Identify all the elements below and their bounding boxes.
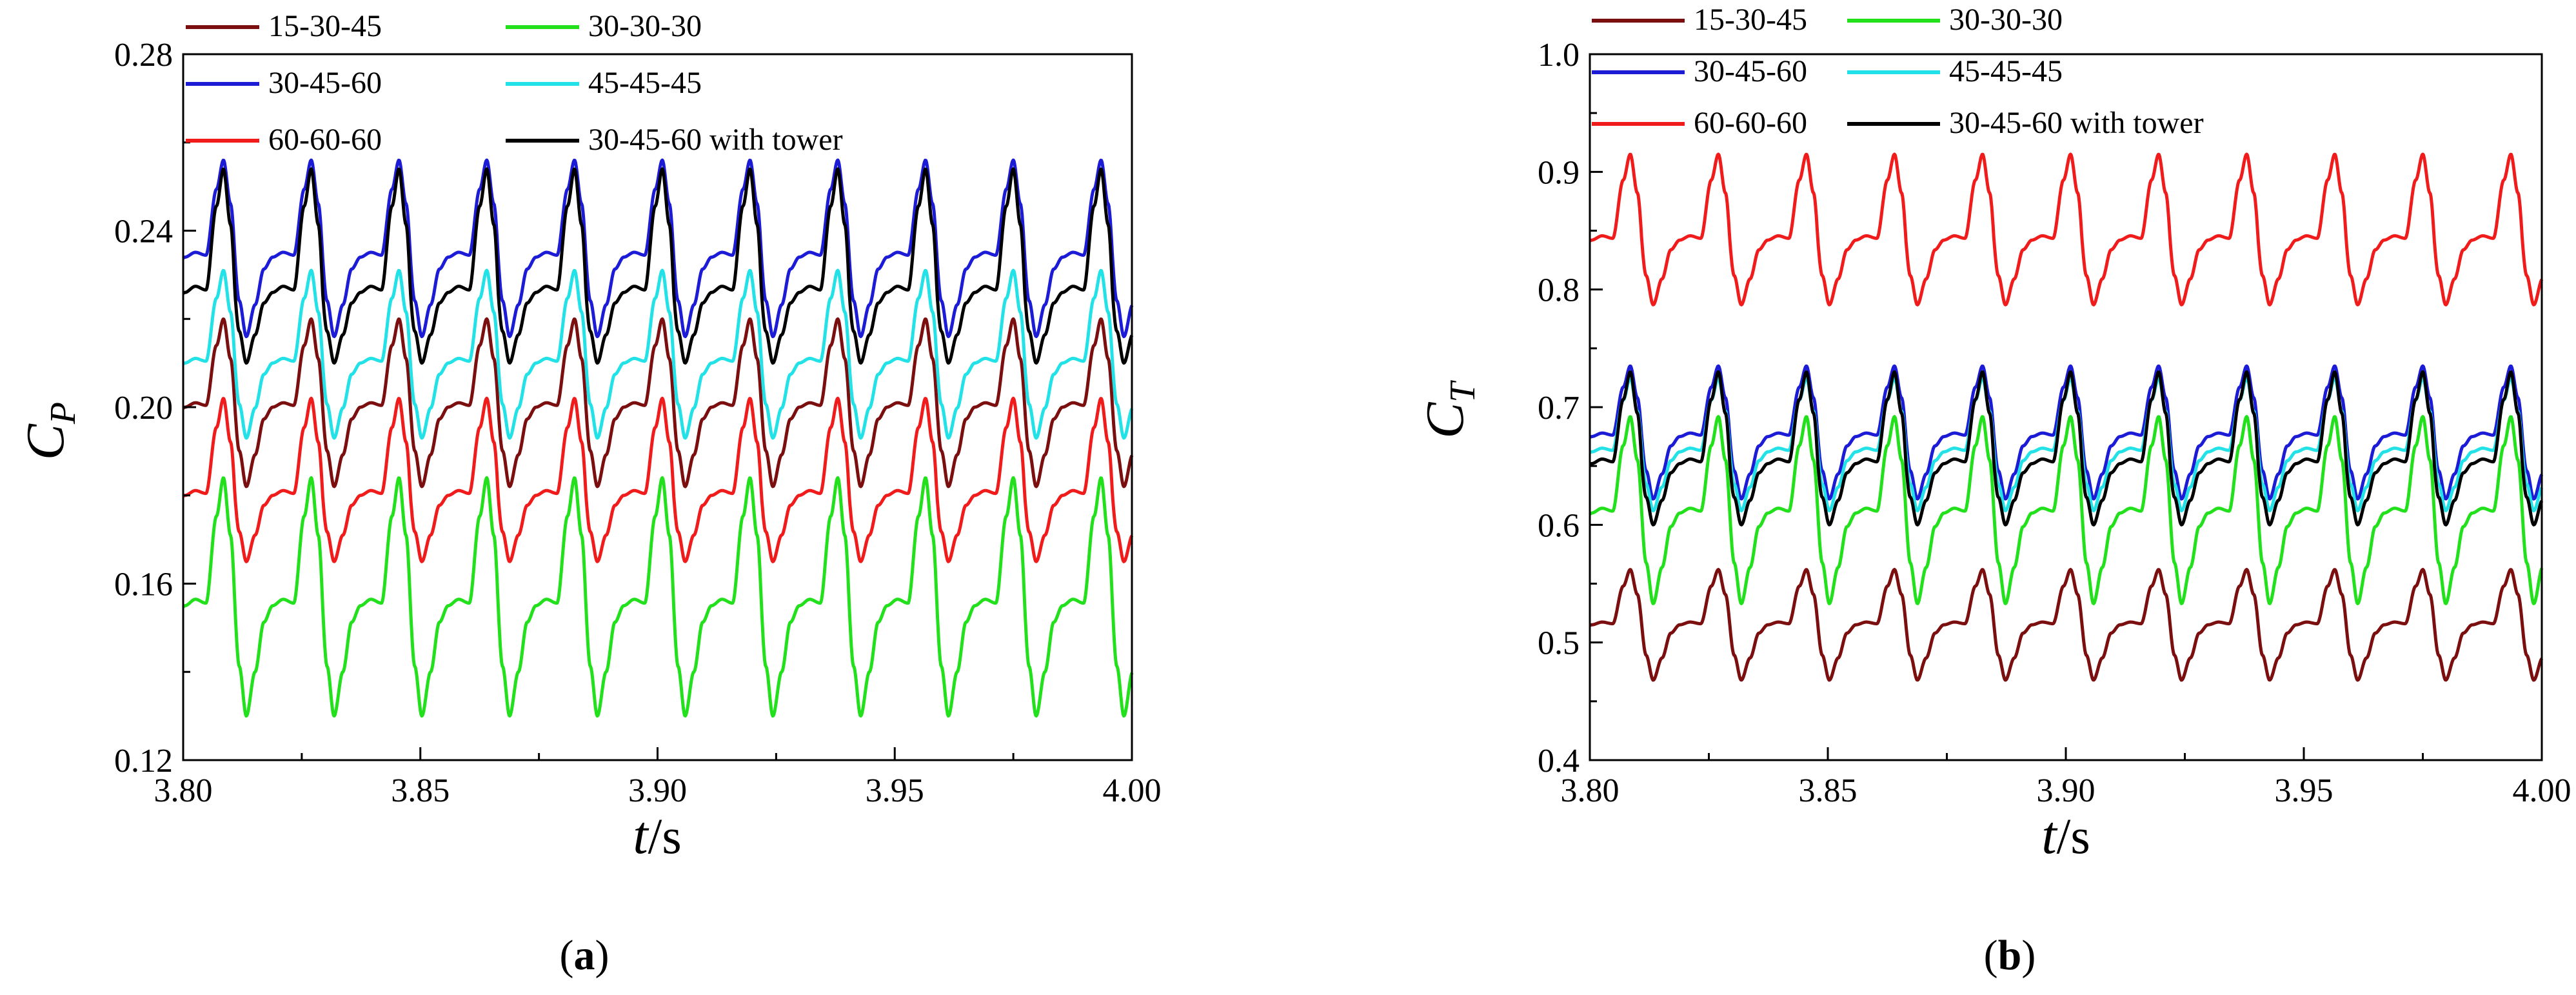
caption-b-letter: b — [1998, 932, 2022, 979]
legend-label-a-5: 60-60-60 — [268, 123, 382, 157]
y-tick-label-b-5: 0.9 — [1538, 154, 1580, 191]
legend-label-a-2: 30-30-30 — [588, 9, 702, 43]
y-tick-label-b-0: 0.4 — [1538, 743, 1580, 779]
y-axis-label-a: CP — [15, 402, 83, 460]
y-tick-label-b-6: 1.0 — [1538, 37, 1580, 74]
y-tick-label-a-4: 0.28 — [114, 37, 173, 74]
axis-ticks-b: 3.80 3.85 3.90 3.95 4.00 0.4 0.5 0.6 0.7 0.8 0.9 1.… — [1538, 37, 2571, 809]
x-tick-label-b-0: 3.80 — [1561, 772, 1620, 809]
y-axis-label-a-main: C — [15, 423, 75, 460]
x-tick-label-a-3: 3.95 — [866, 772, 924, 809]
y-axis-label-a-sub: P — [43, 402, 83, 425]
legend-label-a-6: 30-45-60 with tower — [588, 123, 843, 157]
series-lines-a — [181, 158, 1134, 718]
caption-a: (a) — [560, 932, 609, 979]
series-line-b-6 — [1589, 370, 2544, 527]
series-line-b-1 — [1589, 568, 2544, 682]
legend-label-b-4: 45-45-45 — [1949, 54, 2063, 88]
x-tick-label-a-2: 3.90 — [628, 772, 687, 809]
x-tick-label-b-1: 3.85 — [1799, 772, 1858, 809]
y-tick-label-a-0: 0.12 — [114, 743, 173, 779]
y-tick-label-a-3: 0.24 — [114, 214, 173, 250]
caption-a-letter: a — [574, 932, 595, 979]
series-line-a-2 — [181, 476, 1134, 718]
chart-panel-b: 3.80 3.85 3.90 3.95 4.00 0.4 0.5 0.6 0.7 0.8 0.9 1.… — [1415, 3, 2571, 979]
series-line-b-2 — [1589, 415, 2544, 605]
x-tick-label-a-1: 3.85 — [391, 772, 450, 809]
x-axis-label-b-main: t — [2041, 805, 2058, 865]
series-line-a-3 — [182, 158, 1134, 339]
x-tick-label-b-2: 3.90 — [2037, 772, 2095, 809]
legend-label-a-4: 45-45-45 — [588, 66, 702, 100]
series-line-b-5 — [1589, 152, 2544, 307]
x-axis-label-b: t/s — [2041, 805, 2090, 865]
y-tick-label-b-4: 0.8 — [1538, 272, 1580, 309]
y-tick-label-b-1: 0.5 — [1538, 625, 1580, 662]
y-tick-label-a-1: 0.16 — [114, 567, 173, 603]
y-axis-label-b-main: C — [1415, 402, 1475, 439]
legend-label-b-2: 30-30-30 — [1949, 3, 2063, 37]
x-axis-label-a-main: t — [633, 805, 649, 865]
x-axis-label-a-unit: /s — [648, 808, 682, 864]
legend-b: 15-30-45 30-30-30 30-45-60 45-45-45 60-60-60… — [1592, 3, 2204, 140]
legend-label-b-5: 60-60-60 — [1694, 106, 1807, 140]
x-tick-label-a-0: 3.80 — [154, 772, 213, 809]
series-lines-b — [1589, 152, 2544, 682]
x-axis-label-a: t/s — [633, 805, 681, 865]
series-line-a-1 — [182, 317, 1134, 488]
series-line-b-3 — [1589, 364, 2544, 501]
x-tick-label-a-4: 4.00 — [1103, 772, 1162, 809]
legend-label-a-1: 15-30-45 — [268, 9, 382, 43]
y-tick-label-b-2: 0.6 — [1538, 507, 1580, 544]
legend-label-b-6: 30-45-60 with tower — [1949, 106, 2204, 140]
series-line-a-4 — [182, 268, 1134, 440]
chart-panel-a: 3.80 3.85 3.90 3.95 4.00 0.12 0.16 0.20 0.24 0.28… — [15, 9, 1162, 979]
y-axis-label-b-sub: T — [1443, 380, 1483, 403]
legend-label-b-3: 30-45-60 — [1694, 54, 1807, 88]
legend-label-a-3: 30-45-60 — [268, 66, 382, 100]
axis-ticks-a: 3.80 3.85 3.90 3.95 4.00 0.12 0.16 0.20 0.24 0.28 — [114, 37, 1162, 809]
x-axis-label-b-unit: /s — [2057, 808, 2090, 864]
legend-a: 15-30-45 30-30-30 30-45-60 45-45-45 60-60-60… — [186, 9, 843, 157]
series-line-a-6 — [182, 167, 1134, 365]
x-tick-label-b-4: 4.00 — [2513, 772, 2571, 809]
y-axis-label-b: CT — [1415, 380, 1483, 439]
caption-b: (b) — [1984, 932, 2036, 979]
y-tick-label-b-3: 0.7 — [1538, 390, 1580, 427]
x-tick-label-b-3: 3.95 — [2275, 772, 2333, 809]
legend-label-b-1: 15-30-45 — [1694, 3, 1807, 37]
series-line-a-5 — [182, 396, 1134, 563]
y-tick-label-a-2: 0.20 — [114, 390, 173, 427]
